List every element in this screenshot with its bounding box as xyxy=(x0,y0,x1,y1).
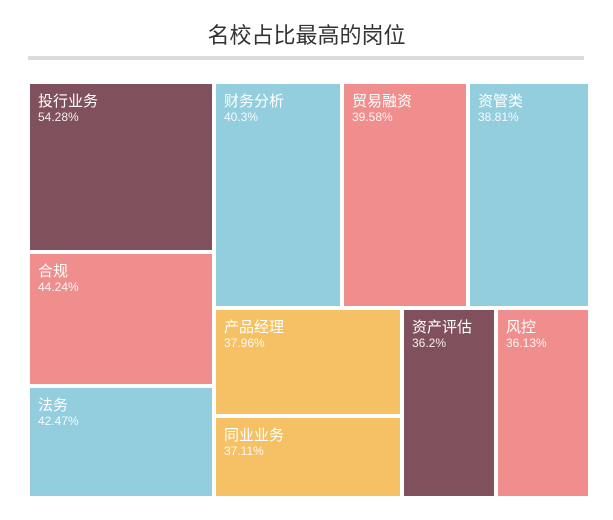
treemap-cell[interactable]: 产品经理37.96% xyxy=(214,308,402,416)
cell-label: 法务 xyxy=(38,394,68,415)
chart-title: 名校占比最高的岗位 xyxy=(0,18,613,50)
cell-value: 36.2% xyxy=(412,336,446,350)
treemap-cell[interactable]: 同业业务37.11% xyxy=(214,416,402,498)
cell-label: 产品经理 xyxy=(224,316,284,337)
cell-label: 贸易融资 xyxy=(352,90,412,111)
treemap-cell[interactable]: 合规44.24% xyxy=(28,252,214,386)
cell-value: 37.11% xyxy=(224,444,264,458)
treemap-cell[interactable]: 投行业务54.28% xyxy=(28,82,214,252)
cell-value: 42.47% xyxy=(38,414,79,428)
cell-value: 44.24% xyxy=(38,280,79,294)
cell-label: 合规 xyxy=(38,260,68,281)
cell-label: 投行业务 xyxy=(38,90,98,111)
cell-value: 40.3% xyxy=(224,110,258,124)
treemap-cell[interactable]: 风控36.13% xyxy=(496,308,590,498)
treemap-cell[interactable]: 财务分析40.3% xyxy=(214,82,342,308)
cell-label: 同业业务 xyxy=(224,424,284,445)
treemap-cell[interactable]: 资管类38.81% xyxy=(468,82,590,308)
cell-value: 54.28% xyxy=(38,110,79,124)
cell-label: 财务分析 xyxy=(224,90,284,111)
cell-value: 38.81% xyxy=(478,110,519,124)
title-divider xyxy=(28,56,584,60)
cell-value: 37.96% xyxy=(224,336,265,350)
cell-label: 资产评估 xyxy=(412,316,472,337)
treemap-cell[interactable]: 法务42.47% xyxy=(28,386,214,498)
cell-label: 资管类 xyxy=(478,90,523,111)
cell-value: 39.58% xyxy=(352,110,393,124)
cell-value: 36.13% xyxy=(506,336,547,350)
cell-label: 风控 xyxy=(506,316,536,337)
treemap-chart: 投行业务54.28%合规44.24%法务42.47%财务分析40.3%贸易融资3… xyxy=(28,82,590,498)
treemap-cell[interactable]: 资产评估36.2% xyxy=(402,308,496,498)
treemap-cell[interactable]: 贸易融资39.58% xyxy=(342,82,468,308)
